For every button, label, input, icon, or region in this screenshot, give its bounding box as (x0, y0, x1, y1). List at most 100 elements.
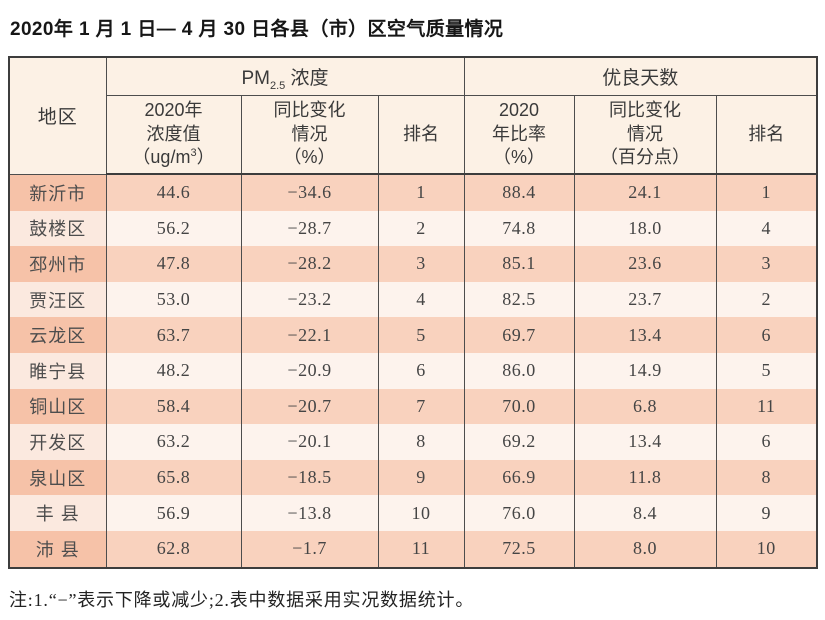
pm-rank-cell: 7 (377, 388, 465, 425)
region-cell: 贾汪区 (8, 281, 107, 318)
table-row: 鼓楼区 56.2 −28.7 2 74.8 18.0 4 (8, 210, 818, 247)
pm-rank-cell: 11 (377, 530, 465, 568)
pm-value-unit-sup: 3 (190, 147, 197, 160)
table-row: 邳州市 47.8 −28.2 3 85.1 23.6 3 (8, 246, 818, 282)
header-sub-row: 2020年 浓度值 （ug/m3） 同比变化 情况 （%） 排名 2020 年比率 … (9, 95, 818, 175)
pm-value-cell: 44.6 (105, 174, 242, 211)
region-cell: 云龙区 (8, 317, 107, 353)
good-change-cell: 14.9 (573, 352, 717, 389)
region-cell: 邳州市 (8, 246, 107, 282)
pm-rank-cell: 1 (377, 174, 465, 211)
pm-value-unit-close: ） (196, 147, 215, 168)
table-row: 睢宁县 48.2 −20.9 6 86.0 14.9 5 (8, 352, 818, 389)
good-change-cell: 18.0 (573, 210, 717, 247)
good-rate-cell: 86.0 (463, 352, 575, 389)
pm25-subscript: 2.5 (269, 79, 286, 92)
pm-value-line1: 2020年 (144, 99, 203, 120)
good-change-cell: 6.8 (573, 388, 717, 425)
region-cell: 开发区 (8, 424, 107, 460)
table-row: 沛 县 62.8 −1.7 11 72.5 8.0 10 (8, 530, 818, 568)
pm-change-cell: −34.6 (240, 174, 379, 211)
good-rate-cell: 66.9 (463, 459, 575, 496)
pm-change-cell: −20.9 (240, 352, 379, 389)
footnote: 注:1.“−”表示下降或减少;2.表中数据采用实况数据统计。 (9, 589, 475, 610)
pm-value-unit-open: （ug/m (132, 147, 191, 168)
table-row: 贾汪区 53.0 −23.2 4 82.5 23.7 2 (8, 281, 818, 318)
good-change-cell: 23.6 (573, 246, 717, 282)
pm-value-cell: 63.7 (105, 317, 242, 353)
region-cell: 丰 县 (8, 495, 107, 531)
region-cell: 鼓楼区 (8, 210, 107, 247)
col-group-good-days: 优良天数 (463, 57, 818, 96)
pm-rank-cell: 2 (377, 210, 465, 247)
air-quality-table: 地区 PM2.5 浓度 优良天数 2020年 浓度值 （ug/m3） 同比变化 情况… (8, 56, 819, 569)
pm-value-cell: 53.0 (105, 281, 242, 318)
col-header-pm-value: 2020年浓度值 （ug/m3） (105, 95, 242, 175)
good-change-cell: 24.1 (573, 174, 717, 211)
col-group-pm25: PM2.5 浓度 (105, 57, 465, 96)
region-cell: 睢宁县 (8, 352, 107, 389)
pm-value-line2: 浓度值 (146, 123, 201, 144)
table-row: 泉山区 65.8 −18.5 9 66.9 11.8 8 (8, 459, 818, 496)
region-cell: 新沂市 (8, 174, 107, 211)
good-rate-cell: 76.0 (463, 495, 575, 531)
good-rank-cell: 2 (715, 281, 818, 318)
col-header-good-rank: 排名 (715, 95, 818, 175)
good-rank-cell: 9 (715, 495, 818, 531)
col-header-pm-change: 同比变化 情况 （%） (240, 95, 379, 175)
good-rate-cell: 85.1 (463, 246, 575, 282)
good-rate-cell: 70.0 (463, 388, 575, 425)
pm-change-cell: −20.1 (240, 424, 379, 460)
good-rank-cell: 6 (715, 424, 818, 460)
good-rank-cell: 4 (715, 210, 818, 247)
good-rate-cell: 69.2 (463, 424, 575, 460)
good-rank-cell: 8 (715, 459, 818, 496)
col-header-region: 地区 (8, 57, 107, 175)
good-rate-cell: 69.7 (463, 317, 575, 353)
col-header-good-change: 同比变化 情况 （百分点） (573, 95, 717, 175)
good-rank-cell: 10 (715, 530, 818, 568)
good-rate-cell: 88.4 (463, 174, 575, 211)
good-rate-cell: 72.5 (463, 530, 575, 568)
page-title: 2020年 1 月 1 日— 4 月 30 日各县（市）区空气质量情况 (10, 19, 504, 40)
good-change-cell: 13.4 (573, 424, 717, 460)
table-row: 丰 县 56.9 −13.8 10 76.0 8.4 9 (8, 495, 818, 531)
region-cell: 沛 县 (8, 530, 107, 568)
region-cell: 泉山区 (8, 459, 107, 496)
table-row: 开发区 63.2 −20.1 8 69.2 13.4 6 (8, 424, 818, 460)
pm-value-cell: 58.4 (105, 388, 242, 425)
good-change-cell: 11.8 (573, 459, 717, 496)
pm25-label-prefix: PM (241, 68, 270, 89)
good-rank-cell: 6 (715, 317, 818, 353)
pm-change-cell: −22.1 (240, 317, 379, 353)
good-rank-cell: 3 (715, 246, 818, 282)
pm-rank-cell: 6 (377, 352, 465, 389)
pm-rank-cell: 9 (377, 459, 465, 496)
header-group-row: 地区 PM2.5 浓度 优良天数 (8, 57, 818, 175)
good-rank-cell: 1 (715, 174, 818, 211)
pm-change-cell: −18.5 (240, 459, 379, 496)
pm-value-cell: 63.2 (105, 424, 242, 460)
pm-rank-cell: 5 (377, 317, 465, 353)
pm-change-cell: −20.7 (240, 388, 379, 425)
pm-change-cell: −28.2 (240, 246, 379, 282)
good-change-cell: 8.4 (573, 495, 717, 531)
pm-rank-cell: 4 (377, 281, 465, 318)
pm-change-cell: −28.7 (240, 210, 379, 247)
table-row: 新沂市 44.6 −34.6 1 88.4 24.1 1 (8, 174, 818, 211)
good-rate-cell: 82.5 (463, 281, 575, 318)
pm-value-cell: 56.2 (105, 210, 242, 247)
pm-value-cell: 65.8 (105, 459, 242, 496)
pm-change-cell: −1.7 (240, 530, 379, 568)
table-row: 云龙区 63.7 −22.1 5 69.7 13.4 6 (8, 317, 818, 353)
pm-value-cell: 56.9 (105, 495, 242, 531)
good-rank-cell: 11 (715, 388, 818, 425)
region-cell: 铜山区 (8, 388, 107, 425)
table-body: 新沂市 44.6 −34.6 1 88.4 24.1 1 鼓楼区 56.2 −28.7 2 74.8 1… (8, 174, 818, 568)
good-rank-cell: 5 (715, 352, 818, 389)
good-rate-cell: 74.8 (463, 210, 575, 247)
good-change-cell: 13.4 (573, 317, 717, 353)
pm-value-cell: 48.2 (105, 352, 242, 389)
pm-value-cell: 47.8 (105, 246, 242, 282)
pm25-label-suffix: 浓度 (285, 68, 329, 89)
